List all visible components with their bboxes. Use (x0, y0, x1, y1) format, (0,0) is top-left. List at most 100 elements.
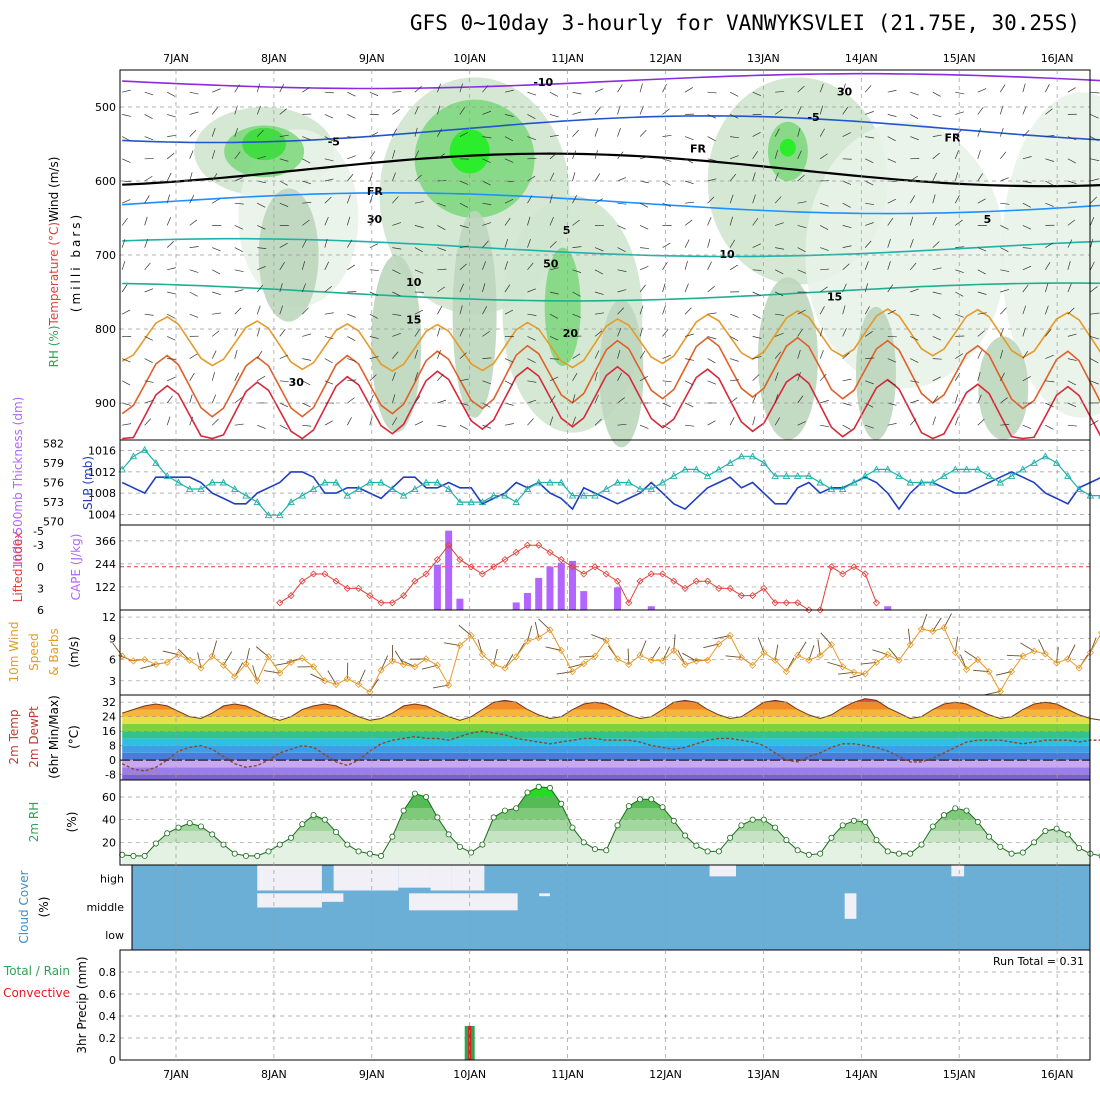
wind-barb (144, 91, 154, 96)
wind-barb (977, 127, 982, 137)
rh-point (760, 816, 767, 823)
wind-barb (1067, 219, 1076, 226)
temperature-contour (122, 282, 1100, 302)
wind-barb (819, 128, 825, 137)
date-label-bottom: 11JAN (551, 1068, 584, 1081)
date-label-top: 14JAN (845, 52, 878, 65)
rh-point (333, 829, 340, 836)
wind-barb (347, 264, 356, 271)
wind-barb (482, 306, 488, 315)
thickness-point (185, 485, 194, 492)
wind-barb (707, 312, 717, 315)
wind-barb (1090, 420, 1099, 426)
wind-barb (865, 136, 875, 139)
wind-barb (1045, 329, 1052, 337)
date-label-bottom: 10JAN (453, 1068, 486, 1081)
wind-barb (234, 349, 238, 359)
wind-speed-point (377, 666, 385, 674)
y-tick-label: 24 (102, 711, 116, 724)
lifted-index-point (591, 563, 599, 571)
temp-band (122, 745, 1090, 753)
wind-barb (482, 85, 489, 93)
wind-barb (302, 307, 309, 315)
wind-barb (549, 416, 554, 426)
thickness-point (805, 472, 813, 479)
contour-label: FR (690, 143, 707, 156)
rh-point (186, 820, 193, 827)
panel-wind: 3 6 9 12 10m Wind Speed & Barbs (m/s) (7, 609, 1100, 696)
wind-barb (437, 399, 447, 404)
wind-barb (775, 91, 785, 93)
lifted-index-point (861, 570, 869, 578)
wind-barb (302, 201, 312, 204)
wind-speed-point (816, 651, 824, 659)
wind-barb (504, 136, 514, 142)
thickness-point (321, 478, 329, 486)
wind-barb (166, 216, 172, 226)
wind-speed-point (580, 660, 588, 668)
rh-shade (855, 306, 896, 440)
y-tick-label: 0.6 (99, 988, 117, 1001)
wind-barb (211, 127, 216, 137)
temperature-contour (122, 365, 1100, 440)
wind-barb (1022, 156, 1032, 160)
wind-barb (347, 173, 354, 182)
thickness-point (658, 478, 667, 486)
wind-barb (549, 172, 555, 182)
rh-point (929, 823, 936, 830)
thickness-point (174, 478, 183, 486)
wind-barb (932, 416, 936, 426)
rh-point (434, 814, 441, 821)
lifted-index-point (760, 584, 768, 592)
wind-barb (549, 152, 558, 160)
wind-barb (662, 180, 671, 186)
wind-barb (437, 153, 445, 160)
wind-barb (752, 132, 761, 137)
wind-barb (392, 417, 398, 426)
wind-barb (797, 150, 802, 159)
lifted-index-point (737, 592, 745, 600)
thickness-point (287, 498, 295, 506)
wind-barb (324, 336, 334, 340)
thickness-point (253, 498, 262, 506)
wind-barb (729, 91, 739, 97)
wind-barb (820, 202, 829, 207)
wind-barb (820, 268, 830, 271)
y-tick-label: 16 (102, 725, 116, 738)
wind-barb (594, 150, 598, 159)
wind-barb (977, 88, 987, 93)
precip-convective-bar (468, 1025, 472, 1060)
wind-barb (639, 350, 646, 359)
wind-barb (256, 83, 261, 93)
thickness-point (219, 478, 228, 486)
wind-barb (482, 240, 489, 248)
wind-barb (639, 202, 649, 208)
wind-barb (887, 158, 897, 163)
temp-band (122, 738, 1090, 746)
wind-barb (1090, 196, 1098, 204)
wind-barb (954, 195, 960, 204)
chart-title: GFS 0~10day 3-hourly for VANWYKSVLEI (21… (410, 11, 1080, 35)
lifted-index-point (850, 563, 858, 571)
wind-barb (932, 358, 942, 360)
thickness-point (1007, 472, 1016, 479)
rh-shade (544, 247, 581, 366)
wind-barb (617, 269, 627, 272)
rh-band (122, 797, 1090, 809)
wind-barb (797, 201, 807, 204)
wind-barb (977, 107, 984, 115)
wind-speed-point (411, 663, 419, 671)
wind-barb (909, 195, 916, 204)
wind-barb (121, 217, 128, 226)
wind-barb (549, 313, 559, 319)
wind-barb (797, 174, 805, 182)
wind-speed-point (231, 673, 239, 681)
wind-barb (459, 378, 469, 382)
rh-ylabel: 2m RH (27, 802, 41, 843)
wind-barb (955, 313, 964, 318)
precip-ylabel: 3hr Precip (mm) (75, 956, 89, 1053)
wind-barb (234, 247, 243, 253)
lifted-index-point (355, 584, 363, 592)
wind-speed-point (771, 656, 779, 664)
wind-barb (459, 283, 464, 293)
